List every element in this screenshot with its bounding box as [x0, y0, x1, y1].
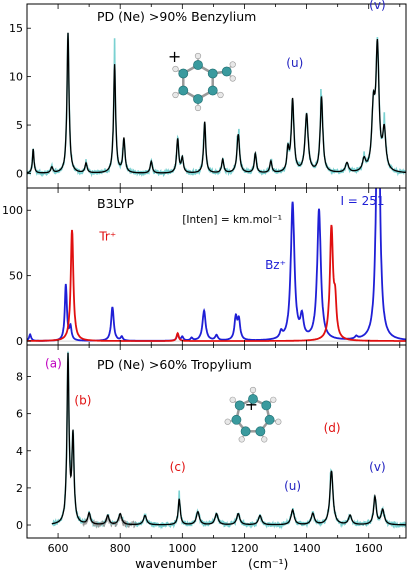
- annotation-label: (u): [284, 479, 301, 493]
- y-tick-label: 10: [9, 71, 23, 84]
- x-tick-label: 1600: [355, 542, 383, 555]
- plot-area: [27, 32, 406, 178]
- series-line-1: [27, 224, 406, 342]
- panel-title: B3LYP: [97, 196, 134, 211]
- x-axis-label: wavenumber: [135, 556, 218, 571]
- annotation-label: (b): [74, 393, 91, 407]
- annotation-label: (u): [286, 56, 303, 70]
- plot-area: [27, 188, 406, 342]
- annotation-label: (d): [324, 421, 341, 435]
- y-tick-label: 0: [16, 335, 23, 348]
- y-tick-label: 50: [9, 270, 23, 283]
- series-line-0: [27, 188, 406, 342]
- annotation-label: I = 251: [340, 194, 384, 208]
- x-tick-label: 800: [110, 542, 131, 555]
- y-tick-label: 15: [9, 22, 23, 35]
- x-axis-unit: (cm⁻¹): [248, 556, 288, 571]
- y-tick-label: 5: [16, 119, 23, 132]
- x-axis: 600 800 1000 1200 1400 1600: [48, 542, 383, 555]
- annotation-label: Bz⁺: [265, 258, 286, 272]
- plot-area: [51, 351, 406, 530]
- panel-frame: [26, 3, 407, 189]
- annotation-label: +: [168, 47, 181, 66]
- annotation-label: (v): [369, 460, 385, 474]
- panel-top: 0 5 10 15 PD (Ne) >90% Benzylium (u) (v) +: [9, 0, 407, 189]
- panel-title: PD (Ne) >60% Tropylium: [97, 357, 252, 372]
- annotation-label: Tr⁺: [98, 229, 116, 243]
- x-axis-label-text: wavenumber: [135, 556, 218, 571]
- series-line-0: [27, 32, 406, 174]
- annotation-label: (a): [45, 356, 62, 370]
- experimental-trace: [51, 351, 406, 530]
- benzylium-molecule-icon: [172, 52, 236, 112]
- panel-title: PD (Ne) >90% Benzylium: [97, 9, 256, 24]
- panel-bottom: 0 2 4 6 8 PD (Ne) >60% Tropylium (a) (b) (c) (u) (…: [16, 344, 407, 539]
- series-line-0: [51, 352, 406, 526]
- annotation-label: (c): [170, 460, 186, 474]
- y-tick-label: 0: [16, 519, 23, 532]
- x-tick-label: 600: [48, 542, 69, 555]
- experimental-trace: [27, 32, 406, 178]
- panel-middle: 0 50 100 B3LYP [Inten] = km.mol⁻¹ I = 251 Tr⁺ B…: [2, 187, 407, 348]
- y-tick-label: 8: [16, 371, 23, 384]
- panel-frame: [26, 187, 407, 346]
- panel-frame: [26, 344, 407, 539]
- y-tick-label: 6: [16, 408, 23, 421]
- y-tick-label: 2: [16, 482, 23, 495]
- y-tick-label: 0: [16, 167, 23, 180]
- x-tick-label: 1400: [293, 542, 321, 555]
- annotation-label: (v): [369, 0, 385, 12]
- y-tick-label: 4: [16, 445, 23, 458]
- y-tick-label: 100: [2, 204, 23, 217]
- tropylium-molecule-icon: [224, 386, 282, 443]
- x-tick-label: 1000: [168, 542, 196, 555]
- x-tick-label: 1200: [230, 542, 258, 555]
- units-note: [Inten] = km.mol⁻¹: [182, 214, 282, 226]
